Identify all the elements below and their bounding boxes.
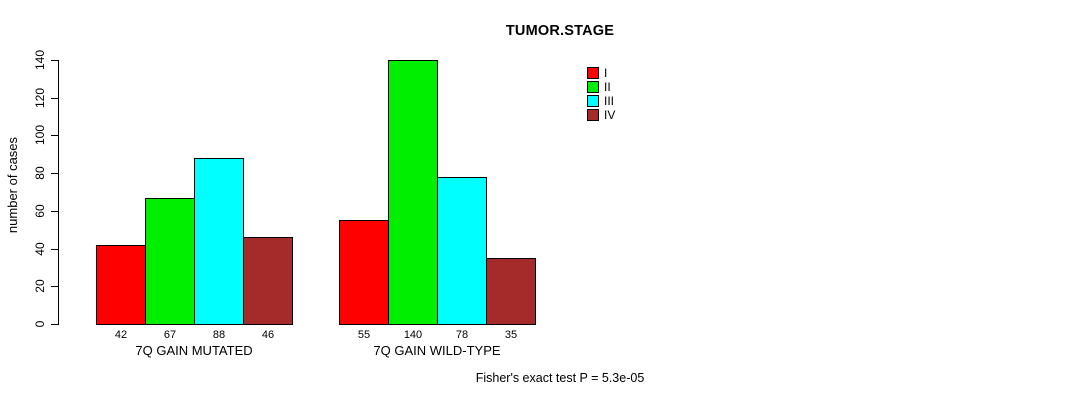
bar-value-label: 88 (212, 329, 226, 341)
bar-II-group2 (388, 60, 438, 325)
legend-swatch-II (587, 81, 599, 93)
bar-I-group1 (96, 245, 146, 325)
y-tick (51, 286, 58, 287)
y-tick-label: 140 (33, 49, 47, 71)
chart-title: TUMOR.STAGE (505, 23, 615, 39)
bar-IV-group1 (243, 237, 293, 325)
bar-value-label: 42 (114, 329, 128, 341)
y-tick (51, 60, 58, 61)
y-axis-line (58, 60, 59, 325)
bar-value-label: 67 (163, 329, 177, 341)
y-tick-label: 60 (33, 204, 47, 218)
group-label: 7Q GAIN MUTATED (135, 343, 253, 358)
bar-value-label: 78 (455, 329, 469, 341)
bar-value-label: 140 (403, 329, 423, 341)
y-tick (51, 324, 58, 325)
y-tick (51, 135, 58, 136)
bar-value-label: 46 (261, 329, 275, 341)
legend-swatch-IV (587, 109, 599, 121)
y-axis-label: number of cases (5, 136, 20, 234)
legend-swatch-III (587, 95, 599, 107)
y-tick-label: 120 (33, 87, 47, 109)
y-tick-label: 0 (33, 320, 47, 328)
bar-III-group1 (194, 158, 244, 325)
y-tick-label: 100 (33, 124, 47, 146)
y-tick-label: 80 (33, 166, 47, 180)
bar-value-label: 35 (504, 329, 518, 341)
y-tick (51, 249, 58, 250)
bar-III-group2 (437, 177, 487, 325)
y-tick (51, 211, 58, 212)
legend-label-IV: IV (604, 108, 616, 122)
bar-IV-group2 (486, 258, 536, 325)
legend-label-II: II (604, 80, 611, 94)
legend-label-I: I (604, 66, 608, 80)
bar-I-group2 (339, 220, 389, 325)
y-tick (51, 173, 58, 174)
y-tick-label: 40 (33, 242, 47, 256)
group-label: 7Q GAIN WILD-TYPE (373, 343, 501, 358)
legend-label-III: III (604, 94, 615, 108)
legend-swatch-I (587, 67, 599, 79)
annotation-fisher-test: Fisher's exact test P = 5.3e-05 (475, 371, 645, 385)
y-tick (51, 98, 58, 99)
bar-II-group1 (145, 198, 195, 325)
y-tick-label: 20 (33, 279, 47, 293)
bar-value-label: 55 (357, 329, 371, 341)
